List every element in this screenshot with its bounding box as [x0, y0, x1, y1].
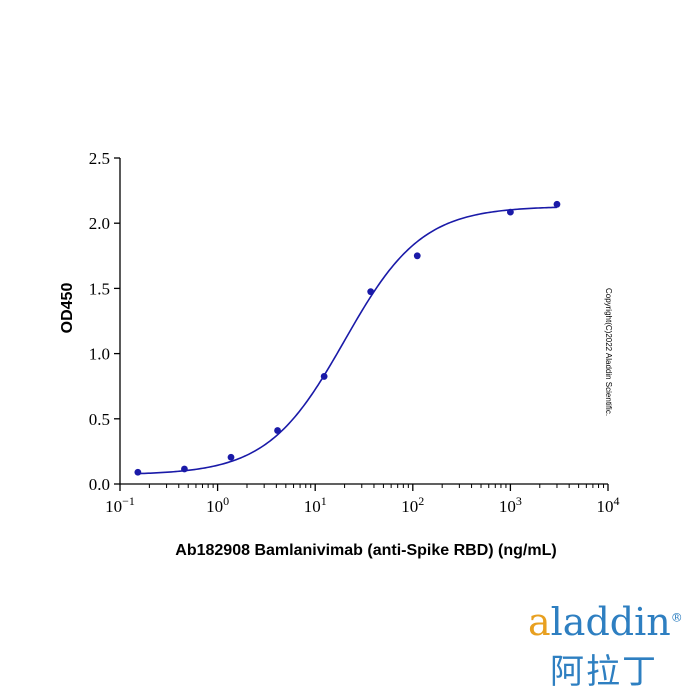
logo-latin-text: aladdin® [528, 600, 683, 644]
y-tick-label: 1.5 [89, 279, 110, 298]
y-tick-label: 0.5 [89, 410, 110, 429]
data-point [367, 288, 375, 296]
y-tick-label: 1.0 [89, 345, 110, 364]
axes: 0.0 0.5 1.0 1.5 2.0 2.5 10−1 100 101 102 103 104 [89, 149, 620, 516]
x-axis-title: Ab182908 Bamlanivimab (anti-Spike RBD) (… [175, 542, 556, 559]
x-tick-label: 103 [499, 494, 522, 516]
logo-rest: laddin [550, 600, 671, 644]
data-point [413, 252, 421, 260]
copyright-notice: Copyright(C)2022 Aladdin Scientific. [604, 288, 613, 416]
data-point [134, 468, 142, 476]
x-tick-label: 101 [304, 494, 327, 516]
y-tick-label: 0.0 [89, 475, 110, 494]
fit-curve-layer [137, 206, 557, 475]
x-tick-label: 104 [597, 494, 620, 516]
x-tick-label: 10−1 [105, 494, 135, 516]
x-tick-label: 102 [401, 494, 424, 516]
data-point [320, 373, 328, 380]
data-point [181, 465, 188, 473]
data-point [553, 200, 561, 208]
data-point [274, 427, 281, 434]
y-tick-label: 2.0 [89, 214, 110, 233]
logo-chinese-text: 阿拉丁 [550, 652, 658, 692]
data-points [134, 200, 561, 476]
data-point [227, 453, 235, 461]
logo-registered: ® [670, 610, 683, 625]
aladdin-logo: aladdin® 阿拉丁 [520, 600, 690, 695]
logo-a: a [528, 600, 551, 644]
y-tick-label: 2.5 [89, 149, 110, 168]
y-axis-title: OD450 [59, 283, 76, 334]
x-tick-label: 100 [206, 494, 229, 516]
fit-curve [137, 206, 557, 475]
data-point [507, 208, 514, 216]
